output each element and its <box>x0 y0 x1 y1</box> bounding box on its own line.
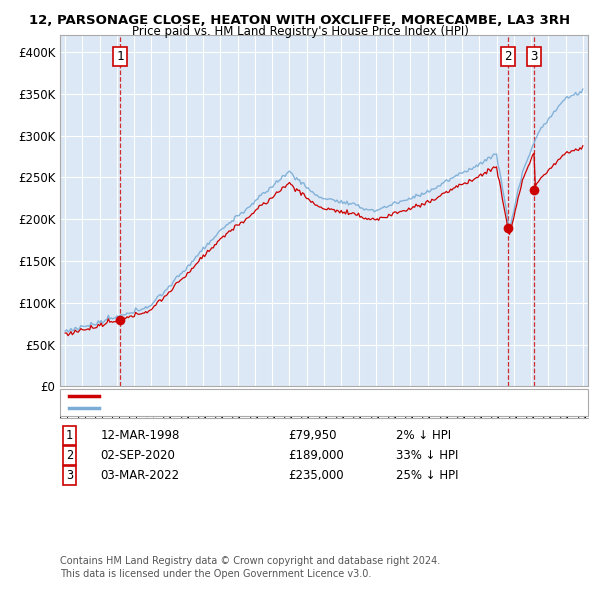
Text: 2: 2 <box>505 50 512 63</box>
Text: £79,950: £79,950 <box>288 429 337 442</box>
Text: 3: 3 <box>530 50 538 63</box>
Text: Price paid vs. HM Land Registry's House Price Index (HPI): Price paid vs. HM Land Registry's House … <box>131 25 469 38</box>
Text: 25% ↓ HPI: 25% ↓ HPI <box>396 469 458 482</box>
Text: 12, PARSONAGE CLOSE, HEATON WITH OXCLIFFE, MORECAMBE, LA3 3RH: 12, PARSONAGE CLOSE, HEATON WITH OXCLIFF… <box>29 14 571 27</box>
Text: 03-MAR-2022: 03-MAR-2022 <box>100 469 179 482</box>
Text: 02-SEP-2020: 02-SEP-2020 <box>100 449 175 462</box>
Text: HPI: Average price, detached house, Lancaster: HPI: Average price, detached house, Lanc… <box>105 404 349 413</box>
Text: 1: 1 <box>66 429 73 442</box>
Text: 1: 1 <box>116 50 124 63</box>
Text: 2: 2 <box>66 449 73 462</box>
Text: Contains HM Land Registry data © Crown copyright and database right 2024.: Contains HM Land Registry data © Crown c… <box>60 556 440 566</box>
Text: This data is licensed under the Open Government Licence v3.0.: This data is licensed under the Open Gov… <box>60 569 371 579</box>
Text: £235,000: £235,000 <box>288 469 344 482</box>
Text: 2% ↓ HPI: 2% ↓ HPI <box>396 429 451 442</box>
Text: 3: 3 <box>66 469 73 482</box>
Text: 12-MAR-1998: 12-MAR-1998 <box>100 429 179 442</box>
Text: 33% ↓ HPI: 33% ↓ HPI <box>396 449 458 462</box>
Text: 12, PARSONAGE CLOSE, HEATON WITH OXCLIFFE, MORECAMBE, LA3 3RH (detached hou: 12, PARSONAGE CLOSE, HEATON WITH OXCLIFF… <box>105 392 563 401</box>
Text: £189,000: £189,000 <box>288 449 344 462</box>
